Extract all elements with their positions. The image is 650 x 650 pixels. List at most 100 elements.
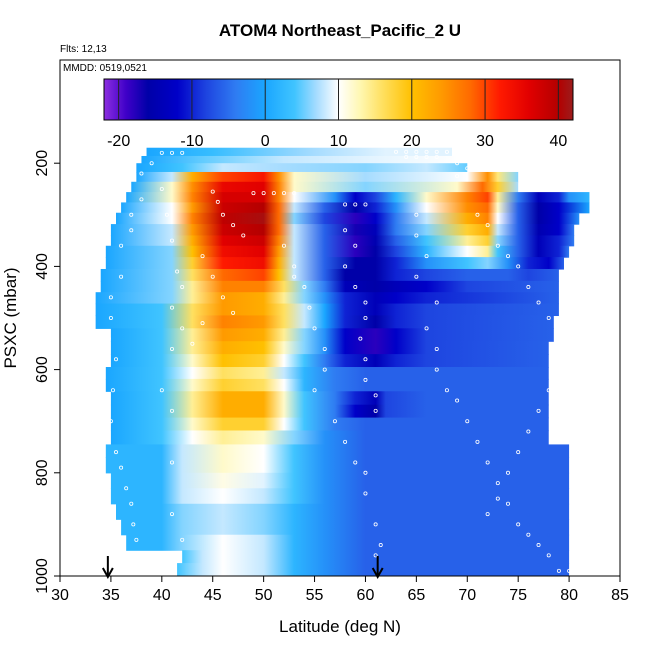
x-tick-label: 80 xyxy=(560,587,578,604)
observation-point xyxy=(556,326,561,331)
colorbar-tick-label: 10 xyxy=(330,133,348,150)
heatmap-layer xyxy=(141,155,458,164)
observation-point xyxy=(159,388,164,393)
colorbar: -20 -10 0 10 20 30 40 xyxy=(103,78,574,150)
x-tick-label: 60 xyxy=(357,587,375,604)
x-axis-label: Latitude (deg N) xyxy=(279,617,401,636)
observation-point xyxy=(373,553,378,558)
observation-point xyxy=(495,496,500,501)
observation-point xyxy=(505,501,510,506)
x-tick-label: 55 xyxy=(306,587,324,604)
plot-frame xyxy=(59,59,621,577)
observation-point xyxy=(485,223,490,228)
observation-point xyxy=(505,254,510,259)
observation-point xyxy=(281,191,286,196)
observation-point xyxy=(169,238,174,243)
observation-point xyxy=(536,300,541,305)
y-tick-label: 1000 xyxy=(34,558,51,594)
heatmap-layer xyxy=(116,503,570,520)
observation-point xyxy=(159,150,164,155)
colorbar-tick-label: 20 xyxy=(403,133,421,150)
arrow-down-icon xyxy=(371,567,384,580)
colorbar-tick-label: -20 xyxy=(107,133,130,150)
observation-point xyxy=(129,228,134,233)
observation-point xyxy=(343,202,348,207)
heatmap-layer xyxy=(126,534,570,551)
observation-point xyxy=(332,419,337,424)
observation-point xyxy=(312,326,317,331)
observation-point xyxy=(114,357,119,362)
observation-point xyxy=(164,212,169,217)
observation-point xyxy=(343,439,348,444)
observation-point xyxy=(292,274,297,279)
heatmap-layer xyxy=(121,519,570,536)
observation-point xyxy=(210,189,215,194)
observation-point xyxy=(200,321,205,326)
heatmap-layer xyxy=(136,171,519,183)
observation-point xyxy=(215,199,220,204)
observation-point xyxy=(434,149,439,154)
observation-point xyxy=(536,543,541,548)
heatmap-layer xyxy=(100,280,559,293)
observation-point xyxy=(231,310,236,315)
x-tick-label: 45 xyxy=(204,587,222,604)
x-tick-label: 70 xyxy=(458,587,476,604)
observation-point xyxy=(556,346,561,351)
heatmap-layers xyxy=(95,147,590,576)
observation-point xyxy=(393,149,398,154)
observation-point xyxy=(373,408,378,413)
observation-point xyxy=(124,553,129,558)
observation-point xyxy=(444,388,449,393)
observation-point xyxy=(526,532,531,537)
observation-point xyxy=(434,155,439,160)
observation-point xyxy=(261,191,266,196)
colorbar-tick-label: -10 xyxy=(180,133,203,150)
observation-point xyxy=(485,512,490,517)
observation-point xyxy=(124,486,129,491)
heatmap-layer xyxy=(95,315,554,329)
observation-point xyxy=(302,285,307,290)
observation-point xyxy=(455,161,460,166)
observation-point xyxy=(159,186,164,191)
heatmap-layer xyxy=(110,341,549,355)
observation-point xyxy=(414,274,419,279)
flights-annotation: Flts: 12,13 xyxy=(60,44,107,55)
x-axis: 30 35 40 45 50 55 60 65 70 75 80 85 xyxy=(51,576,629,604)
observation-point xyxy=(556,568,561,573)
observation-point xyxy=(307,305,312,310)
heatmap-layer xyxy=(110,354,549,368)
heatmap-layer xyxy=(105,245,570,258)
observation-point xyxy=(567,568,572,573)
heatmap-layer xyxy=(110,328,554,342)
x-tick-label: 35 xyxy=(102,587,120,604)
y-axis-label: PSXC (mbar) xyxy=(1,267,20,368)
colorbar-tick-label: 0 xyxy=(261,133,270,150)
observation-point xyxy=(404,149,409,154)
observation-point xyxy=(378,543,383,548)
observation-point xyxy=(556,367,561,372)
heatmap-layer xyxy=(110,404,549,419)
observation-point xyxy=(343,264,348,269)
observation-point xyxy=(373,393,378,398)
observation-point xyxy=(424,149,429,154)
observation-point xyxy=(495,481,500,486)
observation-point xyxy=(110,388,115,393)
observation-point xyxy=(546,388,551,393)
observation-point xyxy=(414,212,419,217)
heatmap-layer xyxy=(95,303,559,317)
observation-point xyxy=(271,191,276,196)
observation-point xyxy=(363,315,368,320)
x-tick-label: 30 xyxy=(51,587,69,604)
observation-point xyxy=(169,346,174,351)
observation-point xyxy=(434,346,439,351)
observation-points xyxy=(106,149,572,573)
observation-point xyxy=(434,300,439,305)
observation-point xyxy=(134,537,139,542)
observation-point xyxy=(495,243,500,248)
observation-point xyxy=(139,197,144,202)
colorbar-tick-label: 30 xyxy=(476,133,494,150)
observation-point xyxy=(241,233,246,238)
observation-point xyxy=(169,512,174,517)
observation-point xyxy=(180,285,185,290)
heatmap-layer xyxy=(110,430,549,446)
